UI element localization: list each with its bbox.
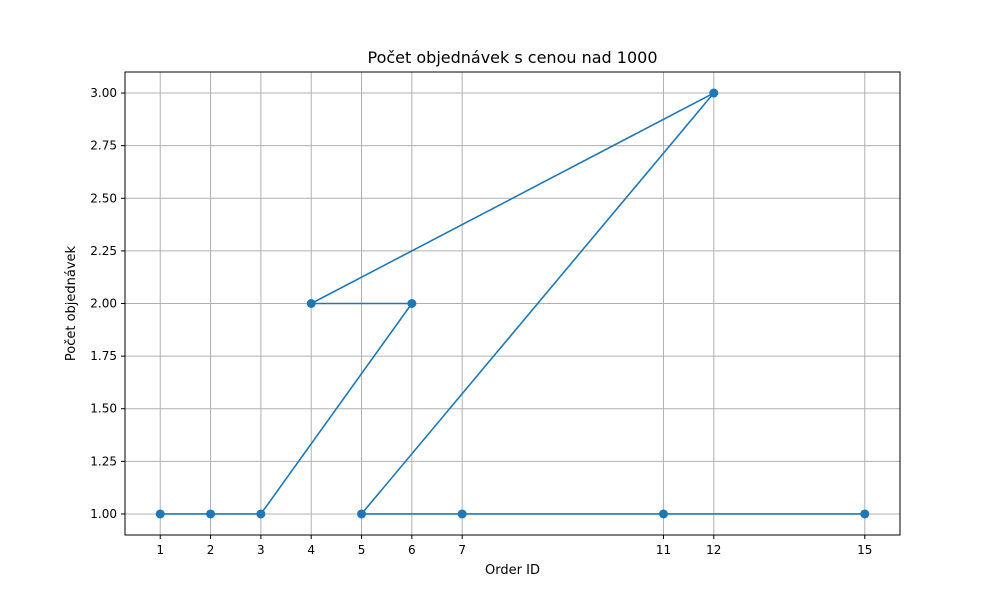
data-point xyxy=(658,509,668,519)
data-point xyxy=(155,509,165,519)
y-tick-label: 2.75 xyxy=(90,139,117,153)
data-point xyxy=(407,299,417,308)
series-line xyxy=(160,92,865,515)
x-tick-label: 15 xyxy=(857,543,872,557)
series xyxy=(155,88,870,519)
y-tick-label: 2.25 xyxy=(90,244,117,258)
y-tick-label: 1.75 xyxy=(90,349,117,363)
data-point xyxy=(357,509,367,519)
y-ticks: 1.00 1.25 1.50 1.75 2.00 2.25 2.50 2.75 3.00 xyxy=(90,86,125,521)
x-tick-label: 11 xyxy=(656,543,671,557)
data-point xyxy=(860,509,870,519)
y-tick-label: 2.50 xyxy=(90,191,117,205)
x-axis-title: Order ID xyxy=(485,563,540,578)
y-tick-label: 3.00 xyxy=(90,86,117,100)
x-tick-label: 3 xyxy=(257,543,265,557)
x-tick-label: 6 xyxy=(408,543,416,557)
chart-title: Počet objednávek s cenou nad 1000 xyxy=(368,48,658,67)
y-tick-label: 2.00 xyxy=(90,297,117,311)
x-tick-label: 4 xyxy=(307,543,315,557)
x-tick-label: 5 xyxy=(358,543,366,557)
data-point xyxy=(206,509,216,519)
data-point xyxy=(256,509,266,519)
x-tick-label: 7 xyxy=(458,543,466,557)
data-point xyxy=(457,509,467,519)
y-tick-label: 1.25 xyxy=(90,454,117,468)
y-tick-label: 1.00 xyxy=(90,507,117,521)
y-axis-title: Počet objednávek xyxy=(64,245,79,361)
x-tick-label: 2 xyxy=(207,543,215,557)
x-tick-label: 1 xyxy=(156,543,164,557)
data-point xyxy=(306,299,316,308)
x-ticks: 1 2 3 4 5 6 7 11 12 15 xyxy=(156,535,872,557)
y-tick-label: 1.50 xyxy=(90,402,117,416)
data-point xyxy=(709,88,719,98)
x-tick-label: 12 xyxy=(706,543,721,557)
